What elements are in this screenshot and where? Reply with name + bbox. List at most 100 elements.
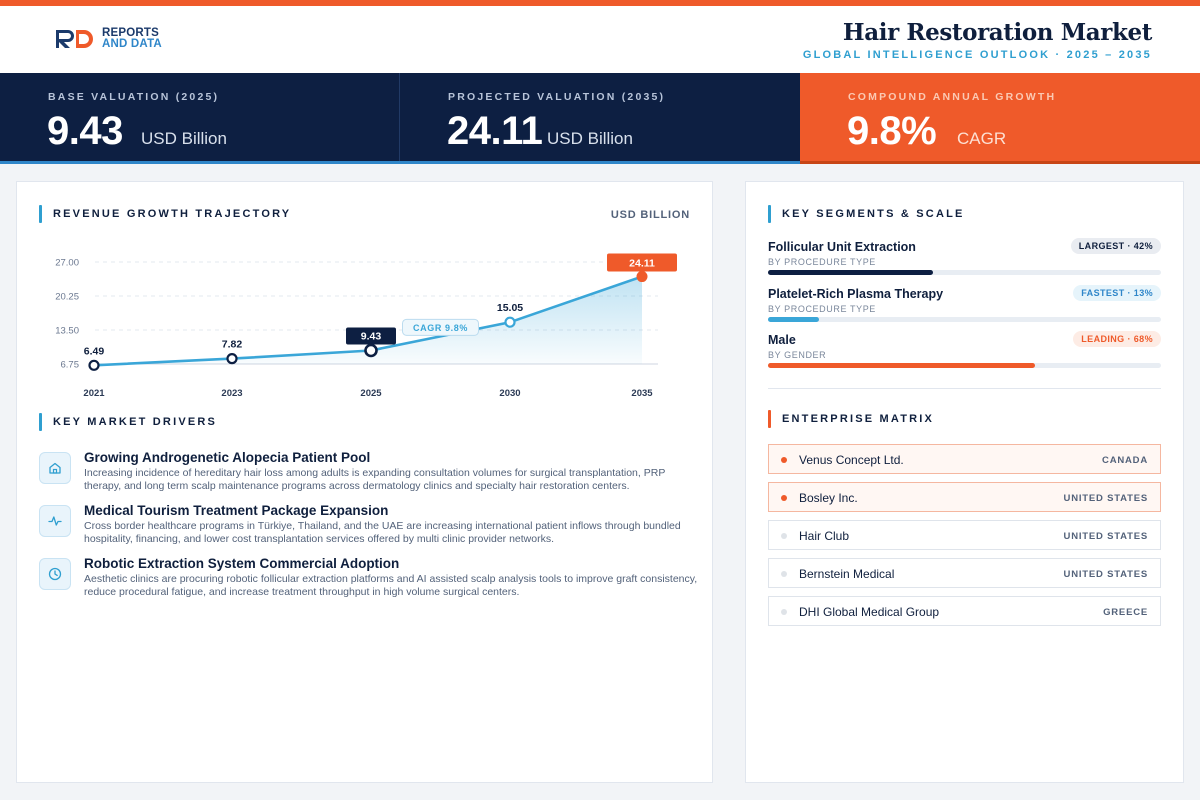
chart-unit-label: USD BILLION xyxy=(610,209,690,221)
company-country: UNITED STATES xyxy=(1063,531,1148,542)
kpi-unit: USD Billion xyxy=(141,129,227,148)
segments-section-head: KEY SEGMENTS & SCALE xyxy=(768,205,965,223)
data-label: 6.49 xyxy=(84,345,105,357)
page-title: Hair Restoration Market xyxy=(842,19,1152,46)
company-name: Bernstein Medical xyxy=(799,567,895,581)
kpi-base-valuation: BASE VALUATION (2025) 9.43 USD Billion xyxy=(0,73,400,164)
enterprise-section-head: ENTERPRISE MATRIX xyxy=(768,410,934,428)
data-label-bg xyxy=(607,253,677,272)
page-subtitle: GLOBAL INTELLIGENCE OUTLOOK · 2025 – 203… xyxy=(802,49,1152,61)
section-title: REVENUE GROWTH TRAJECTORY xyxy=(53,208,292,220)
segment-badge: LEADING · 68% xyxy=(1073,331,1161,347)
status-dot xyxy=(781,457,787,463)
data-label: 9.43 xyxy=(361,331,382,343)
section-title: ENTERPRISE MATRIX xyxy=(782,413,935,425)
company-country: GREECE xyxy=(1103,607,1148,618)
page-header: REPORTS AND DATA Hair Restoration Market… xyxy=(0,6,1200,73)
cagr-annotation-pill xyxy=(402,318,479,336)
y-tick-label: 13.50 xyxy=(55,326,79,337)
segment-category: BY GENDER xyxy=(768,350,827,360)
segment-share-track xyxy=(768,270,1161,275)
brand-logo[interactable]: REPORTS AND DATA xyxy=(54,27,162,50)
kpi-value: 9.43 xyxy=(47,109,123,153)
company-country: CANADA xyxy=(1102,455,1148,466)
logo-line2: AND DATA xyxy=(102,38,162,50)
divider xyxy=(768,388,1161,389)
driver-title: Robotic Extraction System Commercial Ado… xyxy=(84,556,400,571)
x-tick-label: 2030 xyxy=(499,388,520,399)
section-title: KEY SEGMENTS & SCALE xyxy=(782,208,965,220)
data-point xyxy=(504,316,516,328)
enterprise-row[interactable]: Bernstein Medical UNITED STATES xyxy=(768,558,1161,588)
logo-line1: REPORTS xyxy=(102,27,159,39)
y-tick-label: 6.75 xyxy=(61,360,80,371)
kpi-label: BASE VALUATION (2025) xyxy=(48,91,220,103)
data-point xyxy=(226,353,238,365)
segment-share-fill xyxy=(768,317,820,322)
segment-badge: LARGEST · 42% xyxy=(1070,238,1161,254)
area-fill xyxy=(94,276,642,366)
segment-name: Follicular Unit Extraction xyxy=(768,240,916,254)
driver-description: Cross border healthcare programs in Türk… xyxy=(84,520,681,545)
kpi-value: 9.8% xyxy=(847,109,937,153)
enterprise-row[interactable]: Bosley Inc. UNITED STATES xyxy=(768,482,1161,512)
data-label: 24.11 xyxy=(629,258,655,270)
segment-category: BY PROCEDURE TYPE xyxy=(768,257,876,267)
left-panel: REVENUE GROWTH TRAJECTORY USD BILLION 27… xyxy=(16,181,713,783)
company-name: DHI Global Medical Group xyxy=(799,605,940,619)
data-point xyxy=(636,271,648,283)
logo-text: REPORTS AND DATA xyxy=(102,27,162,50)
company-name: Hair Club xyxy=(799,529,850,543)
section-title: KEY MARKET DRIVERS xyxy=(53,416,218,428)
segment-name: Male xyxy=(768,333,796,347)
data-point xyxy=(364,343,378,358)
kpi-label: COMPOUND ANNUAL GROWTH xyxy=(848,91,1057,103)
segment-name: Platelet-Rich Plasma Therapy xyxy=(768,287,944,301)
right-panel: KEY SEGMENTS & SCALE Follicular Unit Ext… xyxy=(745,181,1184,783)
kpi-value: 24.11 xyxy=(447,109,543,153)
kpi-label: PROJECTED VALUATION (2035) xyxy=(448,91,666,103)
home-icon xyxy=(39,452,71,484)
kpi-unit: USD Billion xyxy=(547,129,633,148)
data-point xyxy=(88,359,100,371)
company-name: Bosley Inc. xyxy=(799,491,858,505)
enterprise-row[interactable]: DHI Global Medical Group GREECE xyxy=(768,596,1161,626)
driver-description: Aesthetic clinics are procuring robotic … xyxy=(84,573,698,598)
kpi-divider xyxy=(399,73,400,161)
data-label-bg xyxy=(346,327,396,345)
segment-share-fill xyxy=(768,270,934,275)
company-name: Venus Concept Ltd. xyxy=(799,453,904,467)
data-label: 15.05 xyxy=(497,302,523,314)
company-country: UNITED STATES xyxy=(1063,569,1148,580)
top-accent-bar xyxy=(0,0,1200,6)
x-tick-label: 2025 xyxy=(360,388,382,399)
x-tick-label: 2023 xyxy=(221,388,242,399)
revenue-chart: 27.00 20.25 13.50 6.75 CAGR 9.8% 6.49 2021 7.82… xyxy=(55,253,677,399)
cagr-annotation: CAGR 9.8% xyxy=(413,323,468,333)
driver-title: Medical Tourism Treatment Package Expans… xyxy=(84,503,389,518)
y-tick-label: 20.25 xyxy=(55,292,79,303)
clock-icon xyxy=(39,558,71,590)
status-dot xyxy=(781,571,787,577)
kpi-projected-valuation: PROJECTED VALUATION (2035) 24.11 USD Bil… xyxy=(400,73,800,164)
segment-category: BY PROCEDURE TYPE xyxy=(768,304,876,314)
enterprise-row[interactable]: Venus Concept Ltd. CANADA xyxy=(768,444,1161,474)
company-country: UNITED STATES xyxy=(1063,493,1148,504)
drivers-section-head: KEY MARKET DRIVERS xyxy=(39,413,217,431)
y-tick-label: 27.00 xyxy=(55,258,79,269)
kpi-cagr: COMPOUND ANNUAL GROWTH 9.8% CAGR xyxy=(800,73,1200,164)
status-dot xyxy=(781,495,787,501)
data-label: 7.82 xyxy=(222,339,243,351)
kpi-unit: CAGR xyxy=(957,129,1007,148)
activity-icon xyxy=(39,505,71,537)
x-tick-label: 2021 xyxy=(83,388,105,399)
revenue-section-head: REVENUE GROWTH TRAJECTORY xyxy=(39,205,291,223)
segment-share-track xyxy=(768,317,1161,322)
driver-title: Growing Androgenetic Alopecia Patient Po… xyxy=(84,450,371,465)
status-dot xyxy=(781,609,787,615)
enterprise-row[interactable]: Hair Club UNITED STATES xyxy=(768,520,1161,550)
segment-badge: FASTEST · 13% xyxy=(1073,285,1161,301)
status-dot xyxy=(781,533,787,539)
segment-share-track xyxy=(768,363,1161,368)
segment-share-fill xyxy=(768,363,1036,368)
